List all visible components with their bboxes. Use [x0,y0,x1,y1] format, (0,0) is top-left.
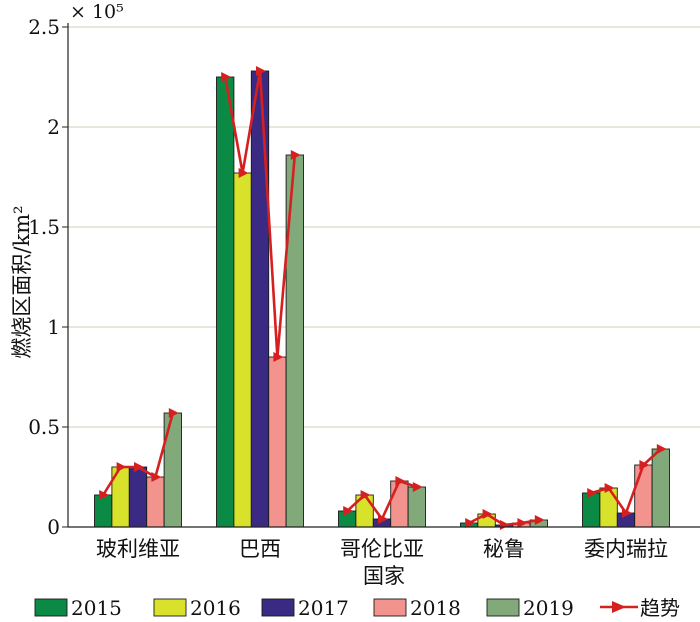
trend-marker [500,520,510,530]
x-tick-label: 巴西 [239,537,281,561]
trend-marker [639,460,650,470]
bar-2018 [268,356,287,528]
legend-label-trend: 趋势 [640,596,680,620]
bar-2018 [390,480,409,528]
trend-marker [395,476,406,486]
y-tick-label: 1.5 [28,215,60,239]
y-tick-label: 0.5 [28,415,60,439]
trend-marker [534,515,545,525]
trend-marker [517,518,528,528]
trend-marker [238,168,249,178]
x-tick-label: 秘鲁 [483,537,525,561]
trend-marker [134,462,144,472]
legend-label-2015: 2015 [71,596,122,620]
bar-2017 [128,466,148,528]
bar-2018 [146,476,165,528]
legend-swatch-2018 [373,598,407,617]
x-tick-label: 玻利维亚 [96,537,180,561]
legend-marker-trend [612,601,626,613]
y-tick-label: 0 [47,515,60,539]
y-axis-title: 燃烧区面积/km² [10,205,34,358]
bar-2015 [94,494,113,528]
legend-label-2017: 2017 [298,596,349,620]
trend-marker [151,472,162,482]
bar-2015 [216,76,235,528]
legend-swatch-2015 [34,598,68,617]
trend-marker [622,508,632,518]
legend-swatch-2017 [261,598,295,617]
trend-marker [99,490,110,500]
trend-marker [604,483,615,493]
x-axis-title: 国家 [363,564,405,588]
bar-2018 [634,464,653,528]
trend-marker [378,514,388,524]
trend-marker [168,408,179,418]
legend-label-2016: 2016 [190,596,241,620]
trend-marker [465,518,476,528]
y-tick-label: 2 [47,115,60,139]
bar-2017 [250,70,270,528]
y-tick-label: 2.5 [28,15,60,39]
trend-marker [360,490,371,500]
bar-2015 [582,492,601,528]
trend-marker [116,462,127,472]
legend-label-2019: 2019 [523,596,574,620]
trend-marker [587,488,598,498]
y-multiplier-label: × 10⁵ [70,1,124,23]
bar-2016 [233,172,252,528]
bar-2016 [599,487,618,528]
legend-label-2018: 2018 [410,596,461,620]
x-tick-label: 哥伦比亚 [340,537,424,561]
y-tick-label: 1 [47,315,60,339]
trend-marker [656,444,667,454]
legend-swatch-2016 [153,598,187,617]
trend-marker [256,66,266,76]
bar-2019 [651,448,670,528]
legend-swatch-2019 [486,598,520,617]
bar-2019 [407,486,426,528]
x-tick-label: 委内瑞拉 [584,537,668,561]
trend-marker [343,506,354,516]
trend-marker [290,150,301,160]
trend-marker [221,72,232,82]
trend-marker [482,509,493,519]
bar-2019 [163,412,182,528]
trend-marker [273,352,284,362]
trend-marker [412,482,423,492]
